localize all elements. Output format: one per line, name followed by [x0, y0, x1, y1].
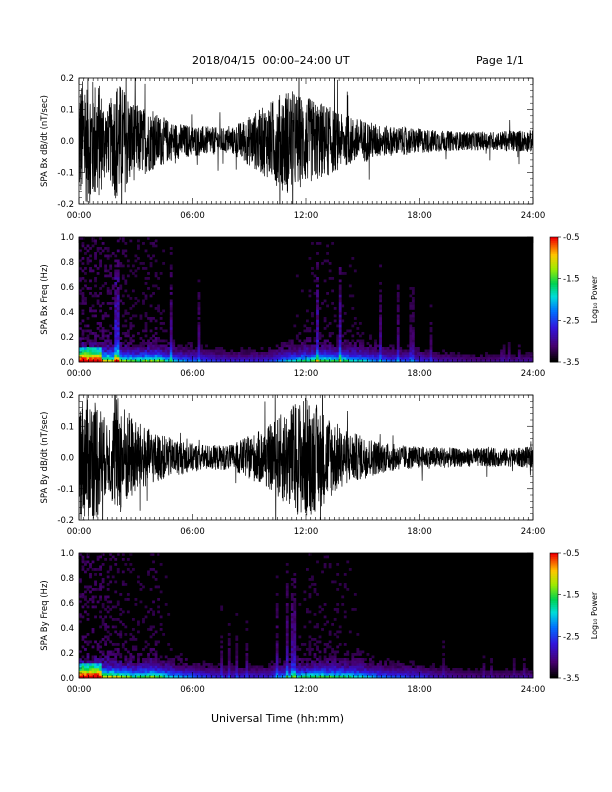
- x-tick-label: 18:00: [407, 369, 432, 379]
- x-tick-label: 12:00: [294, 685, 319, 695]
- y-axis-label: SPA By Freq (Hz): [40, 580, 50, 650]
- colorbar-tick-label: -2.5: [563, 316, 580, 326]
- x-tick-label: 00:00: [67, 369, 92, 379]
- y-tick-label: 1.0: [60, 549, 74, 559]
- y-tick-label: -0.1: [57, 169, 74, 179]
- y-tick-label: -0.1: [57, 485, 74, 495]
- y-tick-label: 0.8: [60, 574, 74, 584]
- y-tick-label: 0.2: [60, 74, 74, 84]
- x-tick-label: 24:00: [521, 685, 546, 695]
- colorbar-tick-label: -3.5: [563, 674, 580, 684]
- spectrogram: [79, 237, 534, 363]
- series-line: [79, 78, 533, 204]
- x-tick-label: 18:00: [407, 211, 432, 221]
- x-tick-label: 18:00: [407, 685, 432, 695]
- y-tick-label: 0.8: [60, 258, 74, 268]
- colorbar-tick-label: -3.5: [563, 358, 580, 368]
- y-axis-2: [79, 394, 533, 521]
- x-tick-label: 06:00: [180, 685, 205, 695]
- y-tick-label: 0.4: [60, 308, 74, 318]
- x-tick-label: 24:00: [521, 369, 546, 379]
- x-tick-label: 06:00: [180, 527, 205, 537]
- colorbar-tick-label: -0.5: [563, 549, 580, 559]
- x-axis-2: [78, 395, 534, 520]
- x-axis-title: Universal Time (hh:mm): [211, 712, 344, 725]
- x-tick-label: 24:00: [521, 527, 546, 537]
- colorbar-tick-label: -2.5: [563, 632, 580, 642]
- colorbar-tick-label: -1.5: [563, 275, 580, 285]
- x-tick-label: 12:00: [294, 369, 319, 379]
- colorbar-tick-label: -1.5: [563, 591, 580, 601]
- x-tick-label: 00:00: [67, 685, 92, 695]
- y-tick-label: 0.1: [60, 106, 74, 116]
- colorbar: [549, 552, 561, 679]
- y-tick-label: 0.1: [60, 422, 74, 432]
- colorbar-label: Log₁₀ Power: [590, 591, 599, 639]
- y-tick-label: -0.2: [57, 200, 74, 210]
- x-tick-label: 00:00: [67, 527, 92, 537]
- x-tick-label: 12:00: [294, 527, 319, 537]
- page-indicator: Page 1/1: [476, 54, 524, 67]
- y-tick-label: 0.0: [60, 454, 74, 464]
- spectrogram: [79, 553, 534, 679]
- x-tick-label: 06:00: [180, 369, 205, 379]
- plot-title: 2018/04/15 00:00–24:00 UT: [192, 54, 350, 67]
- series-line: [79, 395, 533, 520]
- colorbar: [549, 236, 561, 363]
- x-axis-1: [78, 237, 534, 362]
- y-tick-label: 0.0: [60, 137, 74, 147]
- y-axis-label: SPA Bx dB/dt (nT/sec): [40, 95, 50, 187]
- y-tick-label: 1.0: [60, 233, 74, 243]
- y-axis-label: SPA Bx Freq (Hz): [40, 264, 50, 334]
- x-tick-label: 18:00: [407, 527, 432, 537]
- y-tick-label: 0.6: [60, 599, 74, 609]
- x-axis-3: [78, 553, 534, 678]
- x-tick-label: 06:00: [180, 211, 205, 221]
- y-tick-label: -0.2: [57, 516, 74, 526]
- y-tick-label: 0.0: [60, 674, 74, 684]
- y-tick-label: 0.4: [60, 624, 74, 634]
- y-tick-label: 0.2: [60, 391, 74, 401]
- colorbar-label: Log₁₀ Power: [590, 275, 599, 323]
- x-tick-label: 12:00: [294, 211, 319, 221]
- y-axis-label: SPA By dB/dt (nT/sec): [40, 412, 50, 504]
- x-tick-label: 00:00: [67, 211, 92, 221]
- colorbar-tick-label: -0.5: [563, 233, 580, 243]
- y-tick-label: 0.0: [60, 358, 74, 368]
- y-axis-3: [79, 552, 533, 679]
- x-tick-label: 24:00: [521, 211, 546, 221]
- x-axis-0: [78, 78, 534, 204]
- y-tick-label: 0.2: [60, 649, 74, 659]
- y-tick-label: 0.6: [60, 283, 74, 293]
- y-tick-label: 0.2: [60, 333, 74, 343]
